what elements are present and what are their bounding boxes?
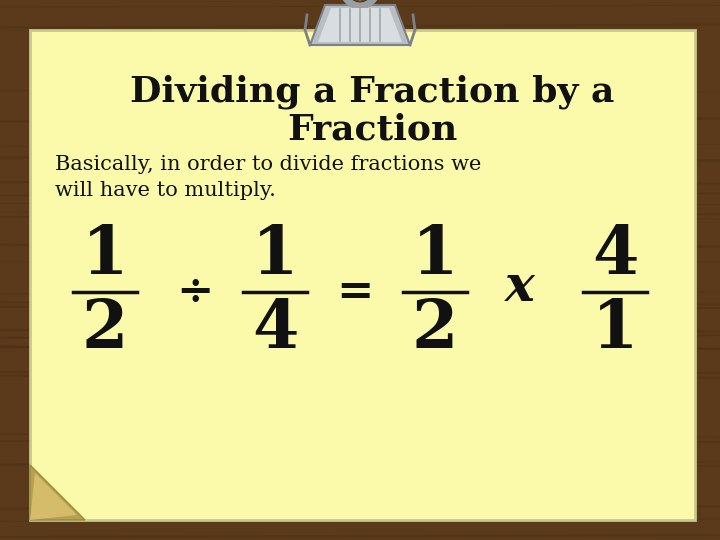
Text: 1: 1 (82, 222, 128, 287)
Text: 2: 2 (82, 298, 128, 362)
Polygon shape (30, 465, 85, 520)
Text: 2: 2 (412, 298, 458, 362)
Text: x: x (505, 263, 535, 312)
Polygon shape (30, 473, 77, 520)
Text: ÷: ÷ (176, 271, 214, 314)
Text: 1: 1 (412, 222, 458, 287)
Text: 1: 1 (592, 298, 638, 362)
Text: =: = (336, 271, 374, 314)
Text: Basically, in order to divide fractions we: Basically, in order to divide fractions … (55, 154, 482, 173)
Polygon shape (310, 5, 410, 45)
Text: Fraction: Fraction (287, 113, 458, 147)
Text: Dividing a Fraction by a: Dividing a Fraction by a (130, 75, 615, 109)
Polygon shape (318, 8, 402, 42)
Text: will have to multiply.: will have to multiply. (55, 180, 276, 199)
Text: 4: 4 (592, 222, 638, 287)
Text: 4: 4 (252, 298, 298, 362)
Text: 1: 1 (252, 222, 298, 287)
